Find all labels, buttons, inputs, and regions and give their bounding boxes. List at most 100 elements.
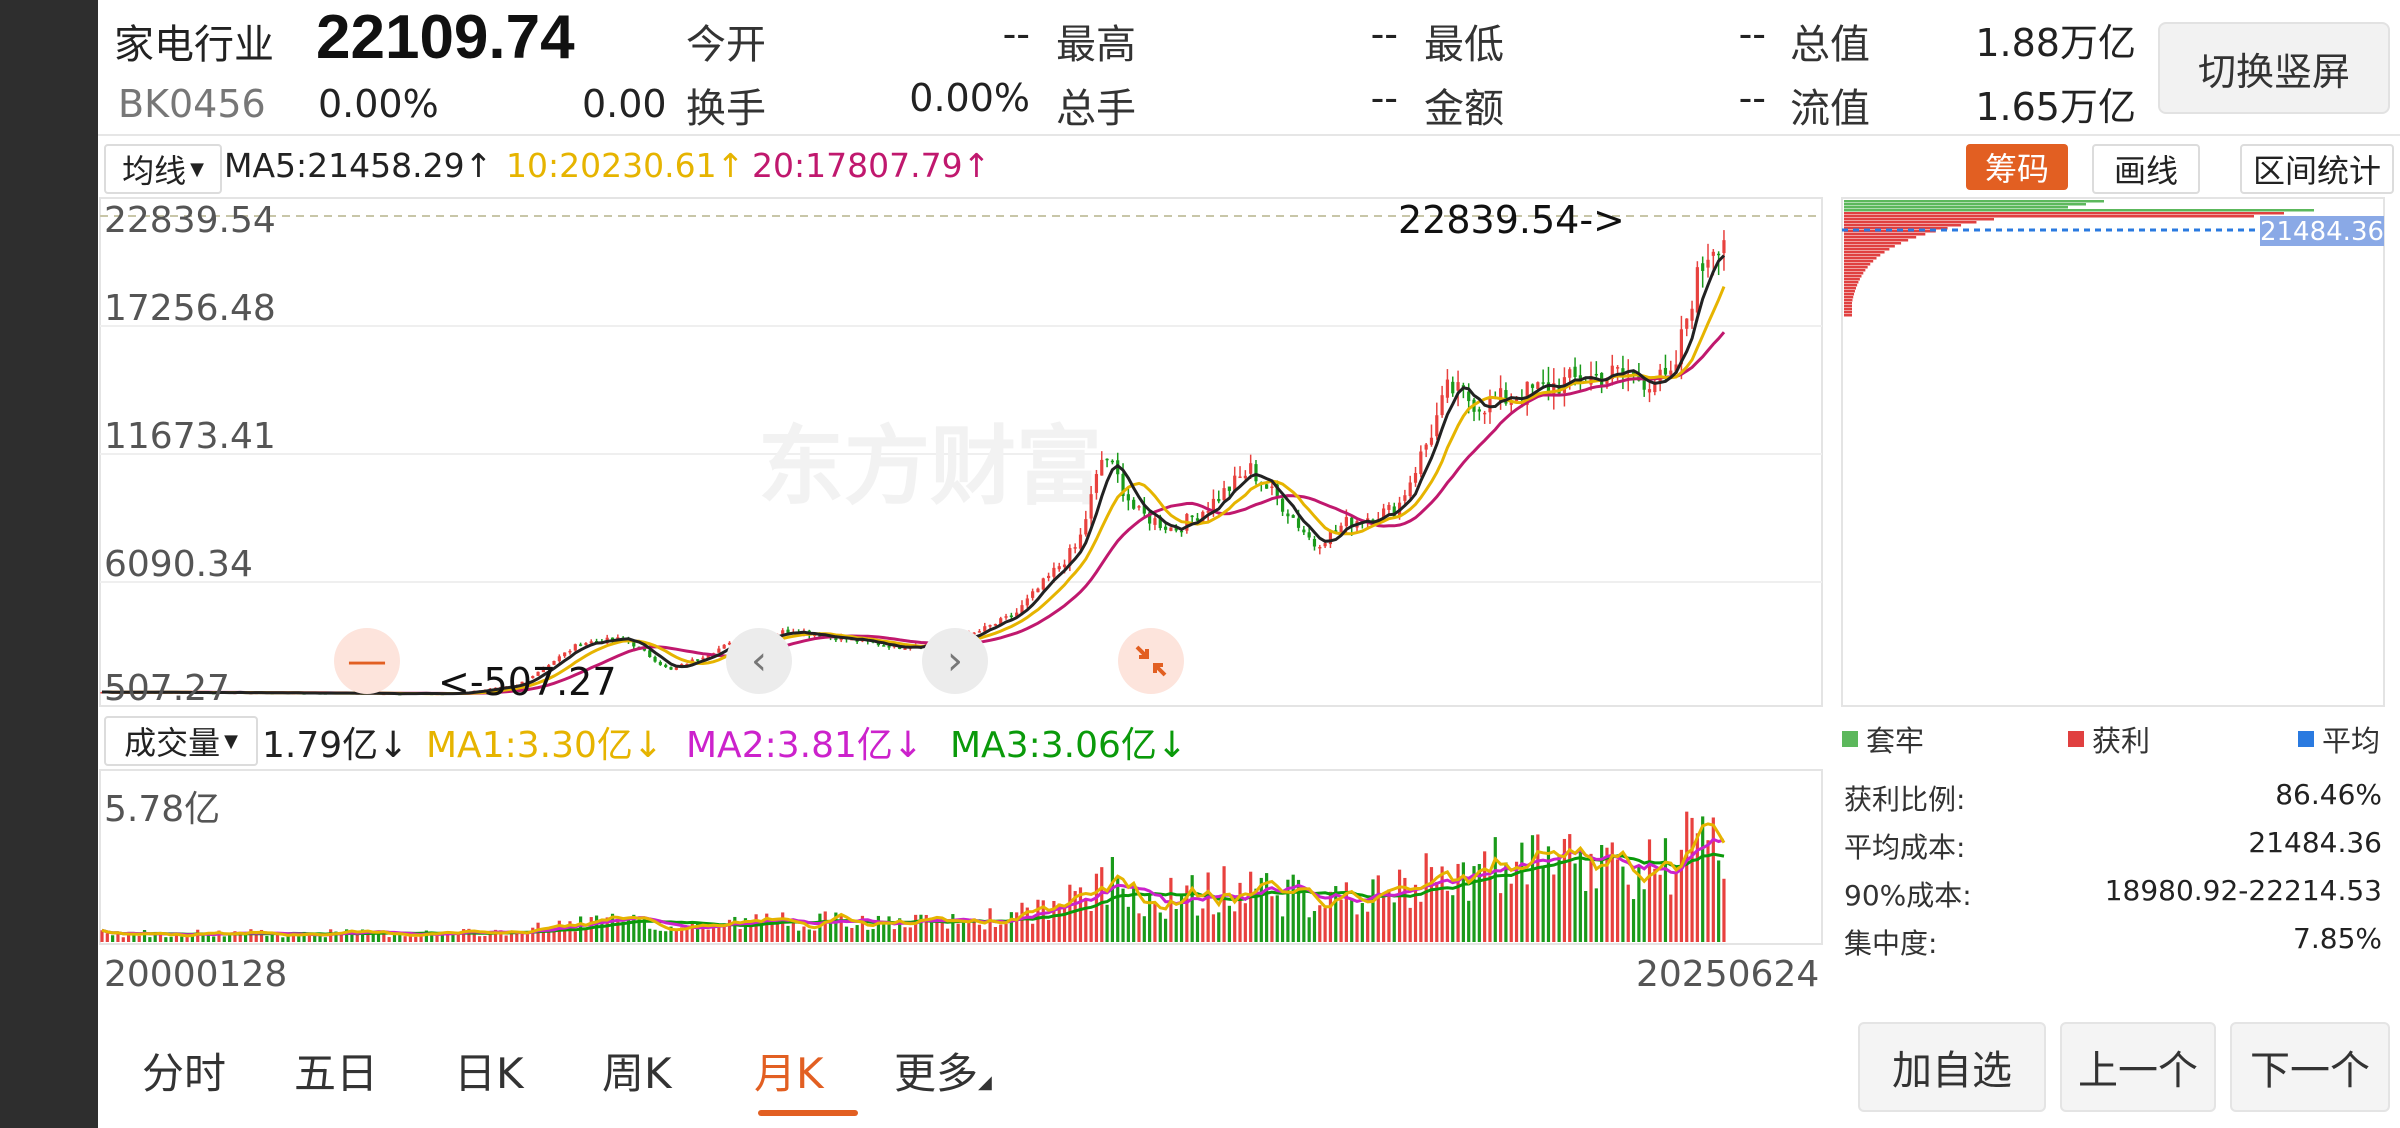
candle-body: [1254, 464, 1258, 482]
chip-bar: [1844, 299, 1853, 302]
chip-bar: [1844, 203, 2086, 206]
candle-body: [1339, 525, 1343, 532]
next-button[interactable]: 下一个: [2230, 1022, 2390, 1112]
tab-more[interactable]: 更多◢: [894, 1040, 992, 1101]
volume-bar: [228, 934, 232, 942]
volume-bar: [451, 932, 455, 942]
volume-bar: [850, 927, 854, 942]
volume-bar: [1435, 881, 1439, 942]
volume-bar: [1552, 874, 1556, 942]
candle-body: [1717, 253, 1721, 256]
volume-bar: [1663, 838, 1668, 942]
ma10-value: 10:20230.61↑: [506, 146, 745, 185]
tab-daily-k[interactable]: 日K: [454, 1049, 524, 1098]
volume-bar: [1499, 893, 1503, 942]
low-value: --: [1738, 12, 1766, 56]
chip-bar: [1844, 254, 1881, 257]
candle-body: [1169, 527, 1173, 531]
volume-bar: [828, 920, 833, 942]
ma-selector-label: 均线: [122, 152, 187, 190]
volume-bar: [164, 937, 168, 942]
volume-bar: [1227, 905, 1231, 942]
chip-bar: [1844, 284, 1858, 287]
chip-bar: [1844, 311, 1852, 314]
volume-bar: [1461, 862, 1465, 942]
volume-bar: [722, 923, 726, 942]
draw-line-button[interactable]: 画线: [2092, 144, 2200, 194]
volume-bar: [1631, 899, 1636, 942]
candle-body: [1334, 530, 1338, 532]
range-stats-button[interactable]: 区间统计: [2240, 144, 2394, 194]
volume-bar: [584, 929, 588, 942]
volume-bar: [132, 933, 136, 942]
add-watchlist-button[interactable]: 加自选: [1858, 1022, 2046, 1112]
price-chart[interactable]: 东方财富: [98, 196, 1824, 708]
candle-body: [557, 656, 561, 662]
candle-body: [781, 630, 785, 634]
volume-bar: [844, 926, 849, 942]
candle-body: [1701, 263, 1705, 271]
volume-bar: [1334, 886, 1338, 942]
volume-bar: [743, 918, 748, 942]
volume-bar: [350, 931, 354, 942]
volume-bar: [1514, 861, 1519, 942]
volume-bar: [977, 924, 982, 942]
volume-bar: [419, 934, 423, 942]
candle-body: [552, 660, 556, 665]
volume-bar: [1419, 901, 1423, 942]
volume-selector[interactable]: 成交量 ▼: [104, 716, 258, 766]
volume-label: 总手: [1056, 86, 1136, 132]
volume-bar: [696, 923, 700, 942]
volume-bar: [658, 930, 662, 942]
candle-body: [1174, 527, 1178, 531]
switch-portrait-button[interactable]: 切换竖屏: [2158, 22, 2390, 114]
tab-intraday[interactable]: 分时: [142, 1049, 227, 1098]
volume-bar: [323, 937, 327, 942]
volume-bar: [472, 930, 476, 942]
volume-bar: [940, 917, 944, 942]
ma-selector[interactable]: 均线 ▼: [104, 144, 222, 194]
chip-bar: [1844, 221, 1977, 224]
candle-body: [696, 659, 700, 661]
volume-bar: [1541, 867, 1545, 942]
tab-five-day[interactable]: 五日: [294, 1049, 379, 1098]
chip-bar: [1844, 275, 1862, 278]
candle-body: [664, 664, 668, 667]
chip-bar: [1844, 260, 1874, 263]
volume-bar: [1525, 884, 1529, 942]
candle-body: [1674, 364, 1678, 374]
candle-body: [1227, 486, 1231, 491]
previous-button[interactable]: 上一个: [2060, 1022, 2216, 1112]
volume-chart[interactable]: [98, 768, 1824, 946]
volume-bar: [1653, 868, 1657, 942]
candle-body: [1275, 484, 1279, 499]
candle-body: [1429, 437, 1434, 445]
candle-body: [1546, 382, 1551, 393]
volume-bar: [212, 936, 216, 942]
volume-bar: [680, 927, 684, 942]
volume-bar: [1126, 906, 1130, 942]
date-axis-end: 20250624: [1636, 954, 1820, 995]
candle-body: [1148, 512, 1152, 524]
scroll-left-button[interactable]: ‹: [726, 628, 792, 694]
zoom-out-button[interactable]: —: [334, 628, 400, 694]
volume-bar: [876, 915, 881, 942]
price-axis-label-4: 6090.34: [104, 544, 253, 585]
collapse-button[interactable]: [1118, 628, 1184, 694]
volume-bar: [169, 936, 173, 942]
candle-body: [1568, 369, 1572, 378]
volume-bar: [568, 921, 572, 942]
candle-body: [573, 644, 577, 651]
candle-body: [1323, 543, 1327, 547]
chip-bar: [1844, 224, 1962, 227]
chip-bar: [1844, 212, 2284, 215]
scroll-right-button[interactable]: ›: [922, 628, 988, 694]
candle-body: [1435, 415, 1439, 437]
volume-bar: [813, 930, 817, 942]
candle-body: [584, 642, 588, 646]
volume-bar: [1637, 866, 1641, 942]
tab-weekly-k[interactable]: 周K: [602, 1049, 672, 1098]
chips-button[interactable]: 筹码: [1966, 144, 2068, 190]
tab-monthly-k[interactable]: 月K: [754, 1049, 824, 1098]
volume-bar: [1195, 915, 1200, 942]
